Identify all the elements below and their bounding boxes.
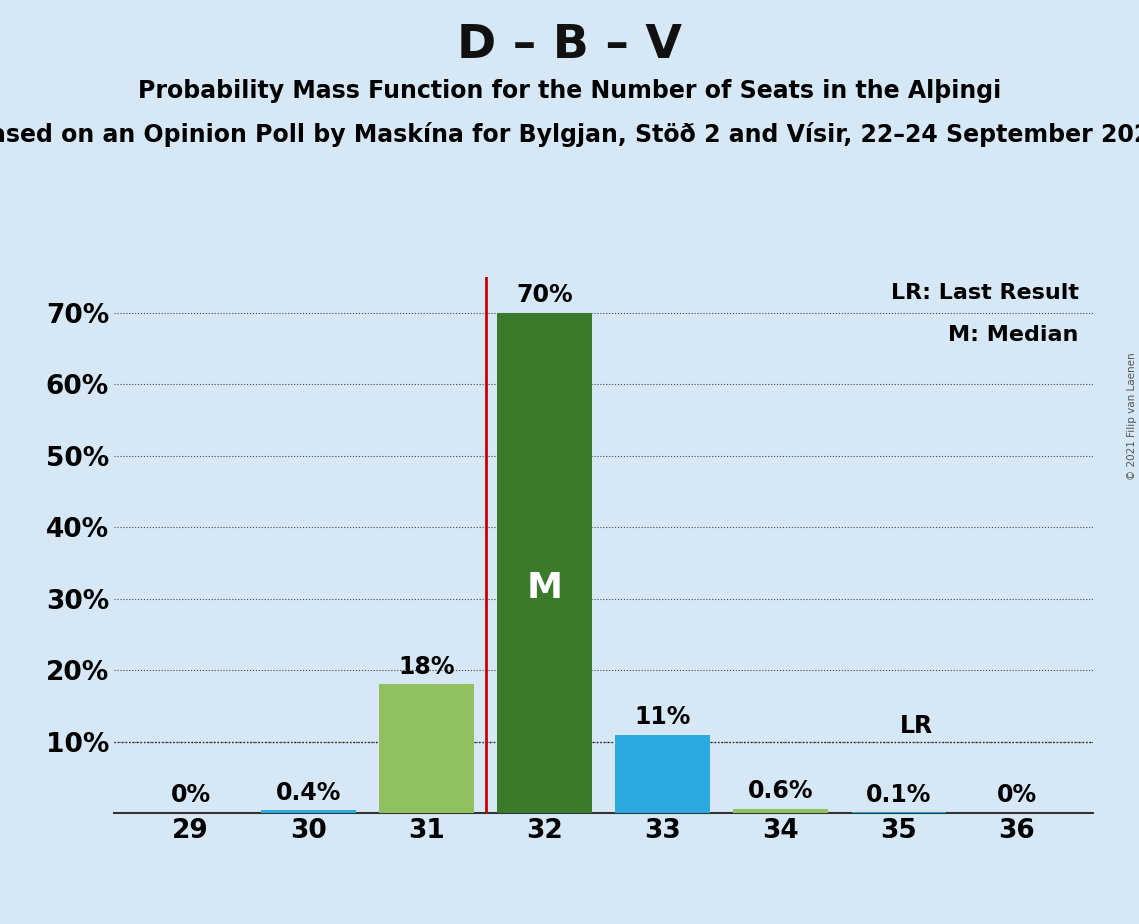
Text: LR: LR (900, 714, 933, 738)
Text: 0.6%: 0.6% (748, 779, 813, 803)
Bar (262, 810, 355, 813)
Text: 0.4%: 0.4% (276, 781, 342, 805)
Bar (498, 313, 592, 813)
Bar (379, 685, 474, 813)
Text: 0%: 0% (171, 784, 211, 808)
Text: © 2021 Filip van Laenen: © 2021 Filip van Laenen (1126, 352, 1137, 480)
Text: Probability Mass Function for the Number of Seats in the Alþingi: Probability Mass Function for the Number… (138, 79, 1001, 103)
Bar (734, 808, 828, 813)
Text: 11%: 11% (634, 705, 691, 729)
Text: 70%: 70% (516, 284, 573, 307)
Text: M: M (526, 571, 563, 605)
Text: M: Median: M: Median (949, 325, 1079, 346)
Text: LR: Last Result: LR: Last Result (891, 283, 1079, 302)
Text: Based on an Opinion Poll by Maskína for Bylgjan, Stöð 2 and Vísir, 22–24 Septemb: Based on an Opinion Poll by Maskína for … (0, 122, 1139, 147)
Text: 18%: 18% (399, 655, 454, 679)
Text: 0.1%: 0.1% (866, 783, 932, 807)
Text: D – B – V: D – B – V (457, 23, 682, 68)
Text: 0%: 0% (997, 784, 1036, 808)
Bar (615, 735, 710, 813)
